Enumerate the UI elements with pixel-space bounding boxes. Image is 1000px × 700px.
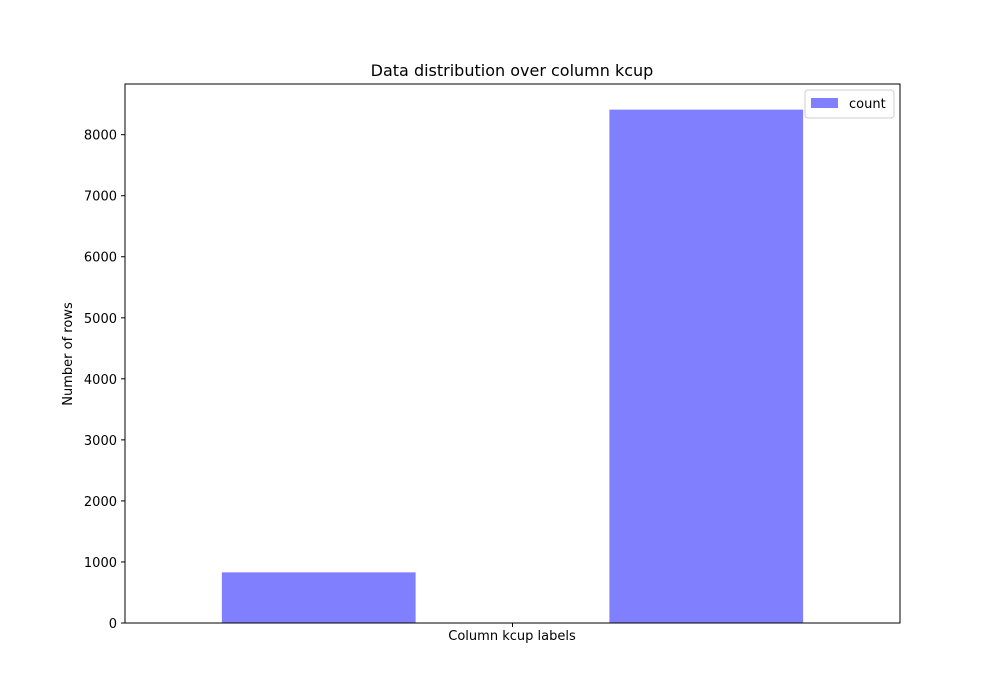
chart-title: Data distribution over column kcup <box>371 61 654 80</box>
bar-0 <box>221 572 416 623</box>
legend-swatch <box>811 98 838 108</box>
y-tick-label-1: 1000 <box>84 556 117 571</box>
legend-label: count <box>849 97 886 112</box>
y-tick-label-2: 2000 <box>84 495 117 510</box>
y-axis-label: Number of rows <box>61 302 76 406</box>
y-tick-label-7: 7000 <box>84 190 117 205</box>
y-tick-label-6: 6000 <box>84 251 117 266</box>
x-axis-label: Column kcup labels <box>448 629 576 644</box>
y-tick-label-4: 4000 <box>84 373 117 388</box>
y-tick-label-0: 0 <box>109 617 117 632</box>
y-tick-label-3: 3000 <box>84 434 117 449</box>
bar-1 <box>609 109 804 624</box>
plot-area: 0 1000 2000 3000 4000 5000 6000 7000 8000 <box>84 83 901 632</box>
legend: count <box>804 89 895 119</box>
y-tick-label-8: 8000 <box>84 129 117 144</box>
legend-box <box>804 89 895 119</box>
y-tick-label-5: 5000 <box>84 312 117 327</box>
